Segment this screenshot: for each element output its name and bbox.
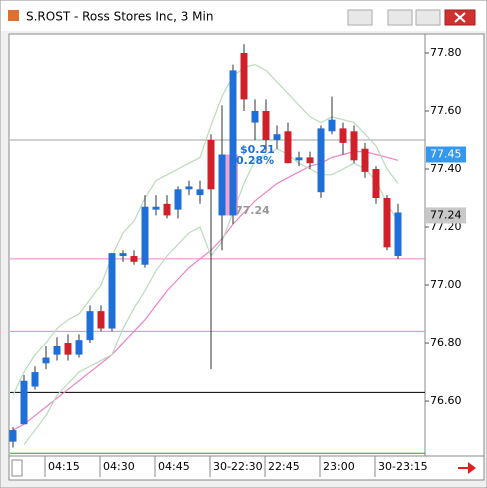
y-tick-label: 76.60 bbox=[430, 394, 462, 407]
candle-body bbox=[20, 380, 28, 425]
candle-body bbox=[339, 128, 347, 143]
close-icon bbox=[454, 12, 466, 23]
candle-body bbox=[141, 206, 149, 265]
maximize-button[interactable] bbox=[415, 9, 441, 26]
candle-body bbox=[64, 343, 72, 355]
x-tick-label: 04:30 bbox=[103, 460, 135, 473]
candle-body bbox=[152, 206, 160, 210]
candle-body bbox=[284, 131, 292, 164]
candle-body bbox=[207, 140, 215, 190]
candle-body bbox=[273, 134, 281, 140]
y-tick-label: 77.00 bbox=[430, 278, 462, 291]
candle-body bbox=[53, 345, 61, 355]
candle-body bbox=[262, 110, 270, 140]
candle-body bbox=[328, 119, 336, 132]
candle-body bbox=[163, 203, 171, 216]
annotation: 77.24 bbox=[235, 204, 270, 217]
overlay-line bbox=[12, 63, 399, 396]
candle-body bbox=[130, 256, 138, 262]
scroll-box[interactable] bbox=[11, 459, 23, 477]
candle-body bbox=[31, 372, 39, 387]
candle-body bbox=[372, 169, 380, 199]
candle-body bbox=[350, 131, 358, 161]
price-tag bbox=[426, 146, 466, 163]
candle-body bbox=[306, 157, 314, 164]
price-tag bbox=[426, 207, 466, 224]
x-tick-label: 22:45 bbox=[268, 460, 300, 473]
plot: 76.6076.8077.0077.2077.4077.6077.8077.45… bbox=[9, 44, 466, 477]
candle-body bbox=[185, 186, 193, 190]
candle-body bbox=[108, 253, 116, 329]
candle-body bbox=[97, 311, 105, 329]
candle-body bbox=[75, 340, 83, 355]
candle-body bbox=[119, 253, 127, 257]
candle-body bbox=[394, 212, 402, 257]
price-tag-label: 77.45 bbox=[430, 148, 462, 161]
minimize-button[interactable] bbox=[387, 9, 413, 26]
candle-body bbox=[240, 52, 248, 100]
candle-body bbox=[229, 70, 237, 216]
candle-body bbox=[383, 198, 391, 248]
x-tick-label: 30-22:30 bbox=[213, 460, 263, 473]
y-tick-label: 77.80 bbox=[430, 46, 462, 59]
chart-frame bbox=[8, 33, 485, 481]
candle-body bbox=[361, 148, 369, 172]
annotation: 0.28% bbox=[236, 154, 274, 167]
scroll-arrow[interactable] bbox=[458, 462, 476, 474]
candle-body bbox=[317, 128, 325, 193]
price-tag-label: 77.24 bbox=[430, 208, 462, 221]
x-tick-label: 30-23:15 bbox=[378, 460, 428, 473]
y-tick-label: 77.40 bbox=[430, 162, 462, 175]
candle-body bbox=[42, 357, 50, 364]
overlay-line bbox=[12, 151, 399, 431]
candle-body bbox=[251, 110, 259, 123]
app-icon bbox=[8, 10, 19, 21]
candle-body bbox=[196, 189, 204, 196]
candle-body bbox=[9, 430, 17, 442]
x-tick-label: 04:45 bbox=[158, 460, 190, 473]
x-tick-label: 23:00 bbox=[323, 460, 355, 473]
x-tick-label: 04:15 bbox=[48, 460, 80, 473]
candle-body bbox=[218, 154, 226, 216]
candle-body bbox=[86, 311, 94, 341]
candle-body bbox=[295, 157, 303, 161]
candle-body bbox=[174, 189, 182, 210]
window-title: S.ROST - Ross Stores Inc, 3 Min bbox=[26, 10, 213, 24]
annotation: $0.21 bbox=[240, 143, 275, 156]
window-buttons[interactable] bbox=[347, 9, 476, 26]
link-button[interactable] bbox=[347, 9, 373, 26]
y-tick-label: 77.60 bbox=[430, 104, 462, 117]
y-tick-label: 76.80 bbox=[430, 336, 462, 349]
